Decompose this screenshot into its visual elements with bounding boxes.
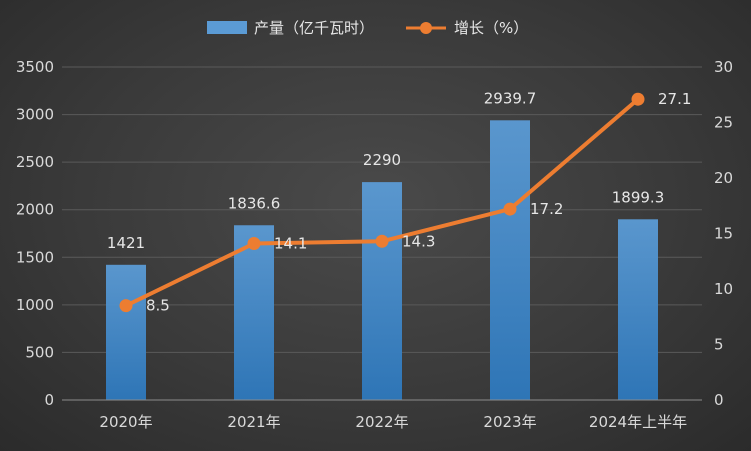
y-left-tick-label: 500: [25, 343, 54, 361]
data-labels: 1421 1836.6 2290 2939.7 1899.3 8.5 14.1 14.3 17.…: [107, 89, 692, 314]
line-value-label: 17.2: [530, 200, 563, 218]
line-point: [247, 236, 261, 250]
x-tick-label: 2022年: [355, 413, 408, 431]
y-right-tick-label: 0: [714, 391, 724, 409]
line-point: [375, 234, 389, 248]
legend-bar-label: 产量（亿千瓦时）: [254, 19, 374, 37]
line-point: [119, 299, 133, 313]
line-value-label: 8.5: [146, 297, 170, 315]
legend: 产量（亿千瓦时） 增长（%）: [207, 19, 528, 37]
bar: [362, 182, 402, 400]
x-tick-label: 2021年: [227, 413, 280, 431]
x-tick-label: 2024年上半年: [589, 413, 687, 431]
bar: [106, 264, 146, 400]
y-right-tick-label: 25: [714, 114, 733, 132]
y-left-tick-label: 2500: [16, 153, 54, 171]
bar-series: [106, 120, 658, 401]
legend-line-marker: [420, 22, 432, 34]
bar: [234, 225, 274, 400]
line-value-label: 14.1: [274, 234, 307, 252]
legend-bar-swatch: [207, 21, 247, 34]
y-left-tick-label: 1500: [16, 248, 54, 266]
y-left-tick-label: 3500: [16, 58, 54, 76]
bar-value-label: 2290: [363, 151, 401, 169]
y-left-tick-label: 1000: [16, 296, 54, 314]
bar-value-label: 1899.3: [612, 188, 665, 206]
x-tick-label: 2020年: [99, 413, 152, 431]
y-right-tick-label: 20: [714, 169, 733, 187]
x-tick-label: 2023年: [483, 413, 536, 431]
y-right-tick-label: 5: [714, 336, 724, 354]
y-right-tick-label: 10: [714, 280, 733, 298]
bar-value-label: 1836.6: [228, 194, 281, 212]
y-left-tick-label: 3000: [16, 106, 54, 124]
y-left-tick-label: 0: [44, 391, 54, 409]
line-value-label: 27.1: [658, 90, 691, 108]
y-right-tick-label: 30: [714, 58, 733, 76]
line-value-label: 14.3: [402, 232, 435, 250]
y-right-tick-label: 15: [714, 225, 733, 243]
bar: [618, 219, 658, 400]
line-point: [503, 202, 517, 216]
line-point: [631, 92, 645, 106]
bar-value-label: 1421: [107, 234, 145, 252]
bar: [490, 120, 530, 401]
legend-line-label: 增长（%）: [454, 19, 528, 37]
axes: 0 500 1000 1500 2000 2500 3000 3500 0 5 10 15 20 25 30…: [16, 58, 733, 431]
line-series: [119, 92, 645, 313]
y-left-tick-label: 2000: [16, 201, 54, 219]
bar-value-label: 2939.7: [484, 89, 537, 107]
